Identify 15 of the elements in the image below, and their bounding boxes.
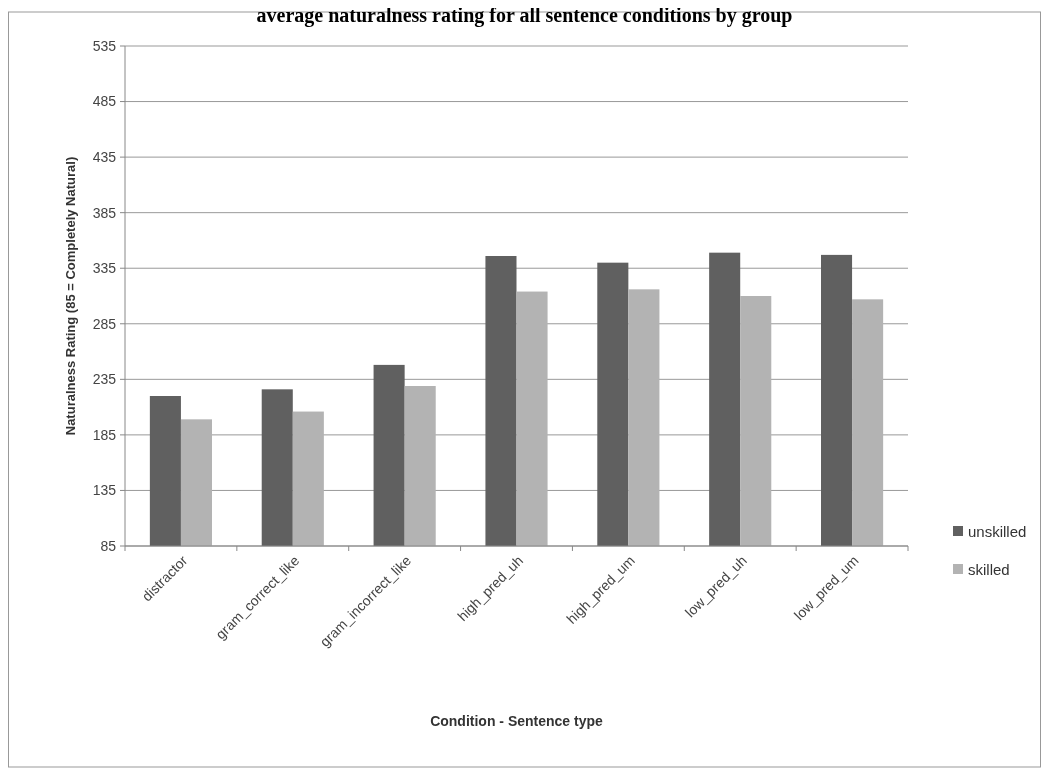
y-tick-label: 135 [92,482,117,499]
y-tick-label: 85 [100,537,117,554]
y-tick-label: 335 [92,260,117,277]
x-axis-title: Condition - Sentence type [430,713,604,729]
y-tick-label: 435 [92,149,117,166]
chart-title: average naturalness rating for all sentence conditions by group [256,4,793,27]
y-tick-label: 485 [92,93,117,110]
legend-label: unskilled [968,523,1027,541]
y-tick-label: 185 [92,426,117,443]
y-tick-label: 285 [92,315,117,332]
y-tick-label: 535 [92,37,117,54]
legend-label: skilled [968,561,1010,579]
y-axis-title: Naturalness Rating (85 = Completely Natural) [63,156,78,436]
y-tick-label: 385 [92,204,117,221]
y-tick-label: 235 [92,371,117,388]
